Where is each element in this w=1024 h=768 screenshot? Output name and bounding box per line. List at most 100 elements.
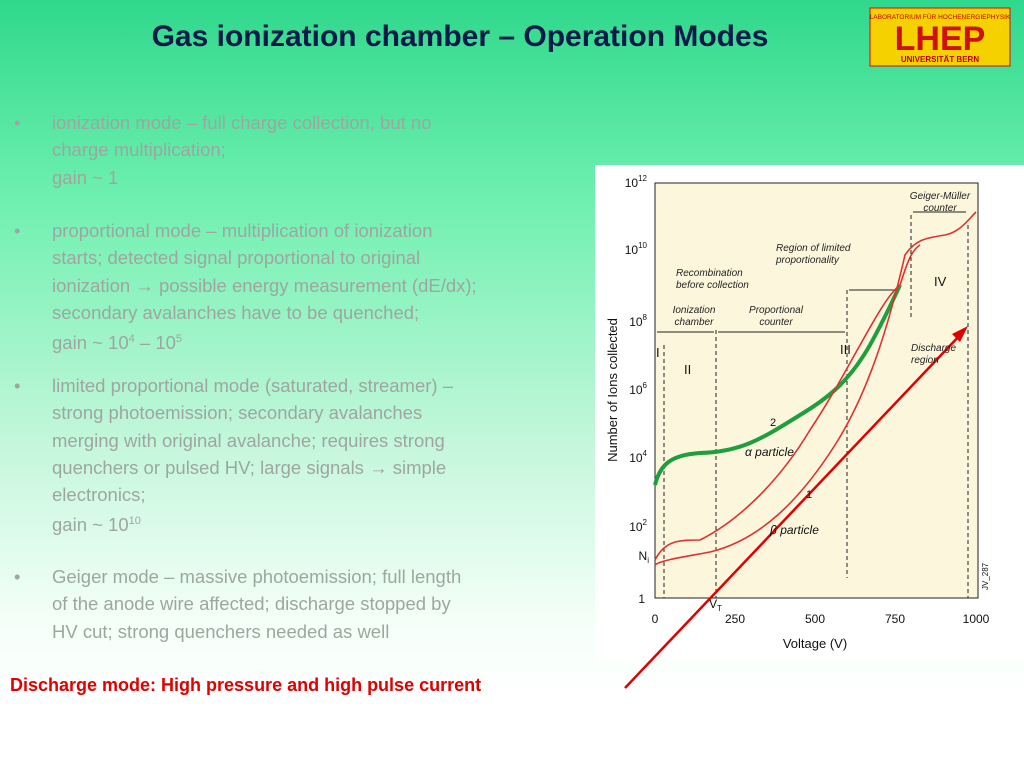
annotation: Ionization [673,305,716,316]
bullet-line: secondary avalanches have to be quenched… [52,299,477,326]
bullet-line: charge multiplication; [52,136,432,163]
tick-part: N [639,549,648,563]
annotation: Region of limited [776,243,851,254]
y-axis-label: Number of Ions collected [605,318,620,462]
figure-code: JV_287 [981,562,990,590]
bullet-line: of the anode wire affected; discharge st… [52,590,461,617]
tick-part: 10 [625,176,639,190]
alpha-curve [653,284,902,486]
superscript: 5 [175,333,183,346]
tick-part: T [717,604,722,613]
curve-label: β particle [769,523,819,537]
bullet: • Geiger mode – massive photoemission; fu… [14,563,461,645]
beta-curve-upper [654,244,921,561]
arrows [657,211,966,333]
text: gain ~ 10 [52,332,129,354]
red-arrow [624,332,963,689]
y-tick-label: 104 [629,449,647,465]
text: – 10 [134,332,176,354]
bullet: • proportional mode – multiplication of i… [14,217,477,357]
y-tick-label: 1010 [625,241,648,257]
y-tick-label: 1012 [625,174,648,190]
x-tick-label: 0 [652,612,659,626]
curve-label: α particle [745,445,794,459]
bullet-line: gain ~ 1 [52,164,432,191]
text: merging with original avalanche; require… [52,429,445,451]
bullet-line: quenchers or pulsed HV; large signals → … [52,454,453,481]
bullet-marker: • [14,375,21,396]
text: gain ~ 10 [52,514,129,536]
dashed-lines [663,215,969,598]
text: charge multiplication; [52,139,226,161]
bullet-line: HV cut; strong quenchers needed as well [52,618,461,645]
annotation: chamber [675,317,715,328]
bullet-line: strong photoemission; secondary avalanch… [52,399,453,426]
annotation: Discharge [911,343,956,354]
bullet-line: Geiger mode – massive photoemission; ful… [52,563,461,590]
x-axis-label: Voltage (V) [783,636,847,651]
annotation: counter [759,317,793,328]
x-tick-label: 500 [805,612,825,626]
curve-number: 1 [806,489,812,501]
logo-box [869,7,1011,67]
tick-part: 10 [629,315,643,329]
tick-part: 4 [643,449,648,458]
annotation: region [911,355,939,366]
tick-part: 10 [629,520,643,534]
region-label: IV [934,274,947,289]
x-tick-label: 250 [725,612,745,626]
bullet-line: gain ~ 104 – 105 [52,326,477,356]
bullet-line: limited proportional mode (saturated, st… [52,372,453,399]
text: proportional mode – multiplication of io… [52,220,433,241]
vt-label: VT [709,597,722,613]
tick-part: 10 [625,243,639,257]
annotation: Geiger-Müller [910,191,971,202]
annotation: before collection [676,280,749,291]
annotation: proportionality [775,255,840,266]
bullet-line: ionization mode – full charge collection… [52,109,432,136]
tick-part: 10 [629,451,643,465]
tick-part: 2 [643,518,648,527]
x-tick-label: 750 [885,612,905,626]
bullet-line: proportional mode – multiplication of io… [52,217,477,244]
bullet-line: starts; detected signal proportional to … [52,244,477,271]
text: Geiger mode – massive photoemission; ful… [52,566,462,587]
text: of the anode wire affected; discharge st… [52,593,451,615]
text: secondary avalanches have to be quenched… [52,301,420,323]
superscript: 10 [128,515,141,528]
tick-part: V [709,597,717,611]
tick-part: i [647,556,649,565]
text: limited proportional mode (saturated, st… [52,375,454,396]
x-tick-label: 1000 [963,612,990,626]
ni-label: Ni [639,549,650,565]
plot-area [654,182,979,599]
bullet-marker: • [14,566,21,587]
curve-number: 2 [770,417,776,429]
region-label: II [684,362,691,377]
text: quenchers or pulsed HV; large signals → … [52,456,447,478]
y-tick-label: 1 [638,592,645,606]
tick-part: 10 [638,241,647,250]
region-label: III [840,342,851,357]
annotation: Proportional [749,305,804,316]
bullet-marker: • [14,112,21,133]
bullet-marker: • [14,220,21,241]
tick-part: 10 [629,383,643,397]
y-tick-label: 106 [629,381,647,397]
bullet-line: ionization → possible energy measurement… [52,272,477,299]
bullet-line: gain ~ 1010 [52,508,453,538]
annotation: Recombination [676,268,743,279]
tick-part: 12 [638,174,647,183]
tick-part: 8 [643,313,648,322]
text: ionization → possible energy measurement… [52,274,477,296]
bullet: • ionization mode – full charge collectio… [14,109,432,191]
logo-main: LHEP [895,20,986,58]
beta-curve [654,211,977,566]
bullet-line: electronics; [52,481,453,508]
y-tick-label: 102 [629,518,647,534]
text: electronics; [52,484,146,506]
logo-bottom: UNIVERSITÄT BERN [901,55,979,64]
tick-part: 6 [643,381,648,390]
